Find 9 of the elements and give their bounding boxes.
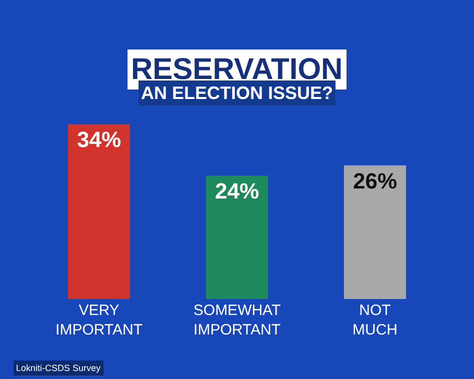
x-tick-label: VERY IMPORTANT — [56, 302, 142, 338]
x-tick-label: SOMEWHAT IMPORTANT — [193, 302, 281, 338]
text: Lokniti-CSDS Survey — [16, 363, 102, 373]
chart-subtitle: AN ELECTION ISSUE? — [141, 83, 334, 103]
x-tick-label: NOT MUCH — [352, 302, 398, 338]
data-label: 26% — [352, 168, 398, 194]
data-label: 34% — [76, 127, 122, 152]
chart-title: RESERVATION — [131, 53, 343, 86]
data-label: 24% — [214, 178, 260, 204]
